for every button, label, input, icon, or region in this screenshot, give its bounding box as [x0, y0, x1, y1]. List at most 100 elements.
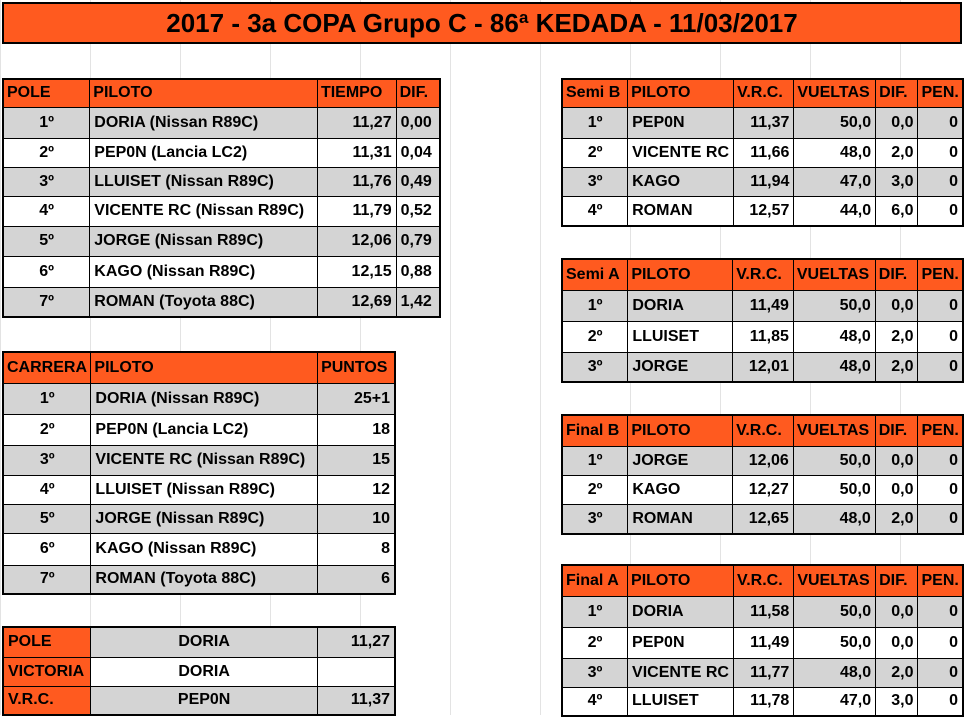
table-row: 1º DORIA 11,58 50,0 0,0 0 [561, 595, 964, 628]
dif-cell: 3,0 [875, 166, 919, 197]
piloto-cell: PEP0N (Lancia LC2) [89, 137, 318, 168]
final-a-header-label: Final A [561, 564, 629, 597]
pole-header-row: POLE PILOTO TIEMPO DIF. [2, 78, 441, 108]
table-row: 3º KAGO 11,94 47,0 3,0 0 [561, 166, 964, 197]
vrc-cell: 11,58 [733, 595, 795, 628]
pos-cell: 1º [561, 445, 629, 476]
pos-cell: 4º [561, 686, 629, 717]
piloto-cell: KAGO (Nissan R89C) [90, 532, 319, 566]
table-row: 2º PEP0N 11,49 50,0 0,0 0 [561, 626, 964, 659]
pos-cell: 1º [561, 106, 629, 139]
puntos-cell: 25+1 [317, 382, 396, 415]
summary-label: VICTORIA [2, 656, 92, 687]
dif-cell: 1,42 [395, 286, 441, 318]
pos-cell: 2º [561, 137, 629, 168]
table-row: 7º ROMAN (Toyota 88C) 6 [2, 564, 396, 595]
vueltas-cell: 48,0 [792, 503, 876, 535]
piloto-cell: ROMAN (Toyota 88C) [89, 286, 318, 318]
pos-cell: 4º [561, 195, 629, 227]
pos-cell: 1º [561, 595, 629, 628]
vueltas-cell: 50,0 [792, 289, 876, 322]
summary-row-victoria: VICTORIA DORIA [2, 656, 396, 687]
piloto-cell: JORGE (Nissan R89C) [89, 225, 318, 257]
header-dif: DIF. [875, 78, 919, 108]
piloto-cell: JORGE (Nissan R89C) [90, 503, 319, 534]
header-vrc: V.R.C. [733, 564, 795, 597]
piloto-cell: DORIA (Nissan R89C) [90, 382, 319, 415]
header-dif: DIF. [874, 414, 919, 447]
header-pen: PEN. [917, 78, 964, 108]
header-vueltas: VUELTAS [792, 258, 876, 291]
summary-row-pole: POLE DORIA 11,27 [2, 626, 396, 658]
pos-cell: 4º [2, 474, 92, 505]
table-row: 4º LLUISET (Nissan R89C) 12 [2, 474, 396, 505]
piloto-cell: ROMAN [627, 503, 734, 535]
vrc-cell: 12,27 [732, 474, 794, 505]
table-row: 1º DORIA (Nissan R89C) 11,27 0,00 [2, 106, 441, 139]
pole-header-piloto: PILOTO [89, 78, 318, 108]
header-vrc: V.R.C. [733, 78, 795, 108]
semi-b-header-row: Semi B PILOTO V.R.C. VUELTAS DIF. PEN. [561, 78, 964, 108]
pos-cell: 2º [561, 474, 629, 505]
header-piloto: PILOTO [627, 78, 735, 108]
table-row: 1º DORIA 11,49 50,0 0,0 0 [561, 289, 964, 322]
dif-cell: 2,0 [874, 503, 919, 535]
table-row: 1º PEP0N 11,37 50,0 0,0 0 [561, 106, 964, 139]
pos-cell: 1º [2, 106, 91, 139]
dif-cell: 2,0 [875, 137, 919, 168]
pen-cell: 0 [917, 137, 964, 168]
header-dif: DIF. [875, 564, 919, 597]
tiempo-cell: 12,69 [316, 286, 397, 318]
dif-cell: 2,0 [874, 351, 919, 383]
header-vueltas: VUELTAS [793, 78, 877, 108]
vrc-cell: 11,49 [733, 626, 795, 659]
pos-cell: 1º [561, 289, 629, 322]
pole-header-dif: DIF. [395, 78, 441, 108]
piloto-cell: VICENTE RC (Nissan R89C) [90, 444, 319, 476]
vueltas-cell: 50,0 [793, 626, 877, 659]
puntos-cell: 12 [317, 474, 396, 505]
piloto-cell: VICENTE RC [627, 137, 735, 168]
piloto-cell: KAGO (Nissan R89C) [89, 255, 318, 288]
pos-cell: 5º [2, 225, 91, 257]
pole-header-pos: POLE [2, 78, 91, 108]
piloto-cell: VICENTE RC [627, 657, 735, 688]
piloto-cell: ROMAN (Toyota 88C) [90, 564, 319, 595]
pen-cell: 0 [917, 351, 964, 383]
dif-cell: 3,0 [875, 686, 919, 717]
pen-cell: 0 [917, 195, 964, 227]
summary-label: V.R.C. [2, 685, 92, 716]
pole-header-tiempo: TIEMPO [316, 78, 397, 108]
vueltas-cell: 50,0 [793, 106, 877, 139]
pos-cell: 2º [2, 137, 91, 168]
vrc-cell: 11,94 [733, 166, 795, 197]
summary-label: POLE [2, 626, 92, 658]
piloto-cell: LLUISET (Nissan R89C) [89, 166, 318, 197]
carrera-header-pos: CARRERA [2, 351, 92, 384]
dif-cell: 6,0 [875, 195, 919, 227]
tiempo-cell: 11,27 [316, 106, 397, 139]
carrera-header-piloto: PILOTO [90, 351, 319, 384]
semi-a-table: Semi A PILOTO V.R.C. VUELTAS DIF. PEN. 1… [561, 258, 964, 383]
header-piloto: PILOTO [627, 414, 734, 447]
carrera-table: CARRERA PILOTO PUNTOS 1º DORIA (Nissan R… [2, 351, 396, 595]
table-row: 4º ROMAN 12,57 44,0 6,0 0 [561, 195, 964, 227]
dif-cell: 0,52 [395, 195, 441, 227]
summary-table: POLE DORIA 11,27 VICTORIA DORIA V.R.C. P… [2, 626, 396, 716]
semi-b-header-label: Semi B [561, 78, 629, 108]
vrc-cell: 11,49 [732, 289, 794, 322]
carrera-header-row: CARRERA PILOTO PUNTOS [2, 351, 396, 384]
vrc-cell: 11,78 [733, 686, 795, 717]
piloto-cell: LLUISET [627, 320, 734, 353]
table-row: 4º LLUISET 11,78 47,0 3,0 0 [561, 686, 964, 717]
summary-row-vrc: V.R.C. PEP0N 11,37 [2, 685, 396, 716]
dif-cell: 0,79 [395, 225, 441, 257]
vrc-cell: 12,65 [732, 503, 794, 535]
pos-cell: 3º [2, 166, 91, 197]
pen-cell: 0 [917, 595, 964, 628]
table-row: 6º KAGO (Nissan R89C) 8 [2, 532, 396, 566]
dif-cell: 0,0 [875, 626, 919, 659]
pen-cell: 0 [917, 445, 964, 476]
semi-b-table: Semi B PILOTO V.R.C. VUELTAS DIF. PEN. 1… [561, 78, 964, 227]
piloto-cell: PEP0N (Lancia LC2) [90, 413, 319, 446]
